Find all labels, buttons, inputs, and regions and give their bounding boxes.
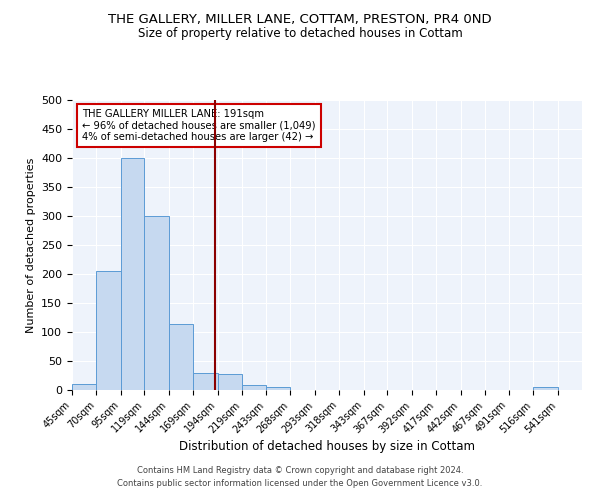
Text: Contains HM Land Registry data © Crown copyright and database right 2024.
Contai: Contains HM Land Registry data © Crown c… [118,466,482,487]
Bar [218,374,242,390]
Bar [72,384,97,390]
Bar [266,386,290,390]
Text: THE GALLERY MILLER LANE: 191sqm
← 96% of detached houses are smaller (1,049)
4% : THE GALLERY MILLER LANE: 191sqm ← 96% of… [82,108,316,142]
Bar [97,271,121,390]
Bar [121,158,145,390]
Bar [169,324,193,390]
Bar [145,216,169,390]
Bar [533,387,557,390]
Text: THE GALLERY, MILLER LANE, COTTAM, PRESTON, PR4 0ND: THE GALLERY, MILLER LANE, COTTAM, PRESTO… [108,12,492,26]
Bar [193,372,218,390]
Y-axis label: Number of detached properties: Number of detached properties [26,158,35,332]
Text: Size of property relative to detached houses in Cottam: Size of property relative to detached ho… [137,28,463,40]
X-axis label: Distribution of detached houses by size in Cottam: Distribution of detached houses by size … [179,440,475,453]
Bar [242,386,266,390]
